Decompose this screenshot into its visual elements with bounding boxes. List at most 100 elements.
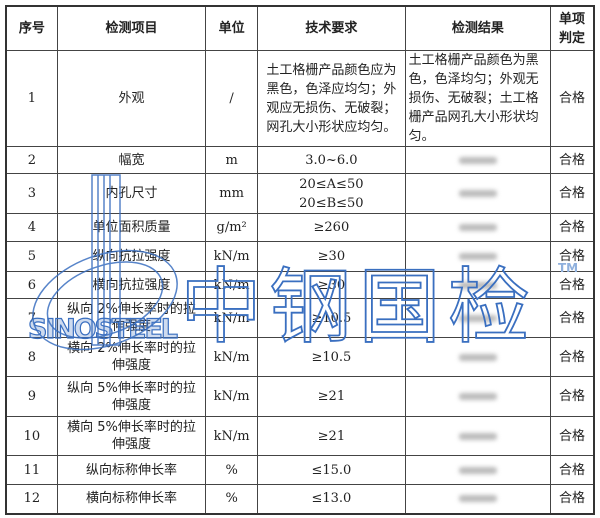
table-row: 5 纵向抗拉强度 kN/m ≥30 合格 <box>5 241 595 272</box>
header-no: 序号 <box>5 5 58 51</box>
verdict: 合格 <box>550 484 595 514</box>
table-row: 9 纵向 5%伸长率时的拉伸强度 kN/m ≥21 合格 <box>5 376 595 417</box>
requirement-line: 20≤A≤50 <box>299 176 364 192</box>
unit: % <box>205 484 259 514</box>
verdict: 合格 <box>550 376 595 417</box>
redacted-result <box>458 190 497 197</box>
row-number: 3 <box>5 173 58 214</box>
redacted-result <box>458 353 497 361</box>
row-number: 1 <box>5 50 58 147</box>
row-number: 12 <box>5 484 58 514</box>
redacted-result <box>458 224 497 231</box>
requirement: 土工格栅产品颜色应为黑色，色泽应均匀；外观应无损伤、无破裂；网孔大小形状应均匀。 <box>257 50 406 147</box>
verdict: 合格 <box>550 213 595 242</box>
table-row: 11 纵向标称伸长率% ≤15.0 合格 <box>5 455 595 485</box>
verdict: 合格 <box>550 50 595 147</box>
header-requirement: 技术要求 <box>257 5 406 51</box>
row-number: 11 <box>5 455 58 485</box>
test-item: 外观 <box>56 50 207 147</box>
header-item: 检测项目 <box>56 5 207 51</box>
redacted-result <box>458 432 497 440</box>
test-item: 横向 2%伸长率时的拉伸强度 <box>56 337 207 377</box>
row-number: 9 <box>5 376 58 417</box>
requirement: ≥10.5 <box>257 337 406 377</box>
verdict: 合格 <box>550 241 595 272</box>
header-unit: 单位 <box>205 5 259 51</box>
test-item: 纵向 2%伸长率时的拉伸强度 <box>56 298 207 338</box>
unit: mm <box>205 173 259 214</box>
result: 土工格栅产品颜色为黑色，色泽均匀；外观无损伤、无破裂；土工格栅产品网孔大小形状均… <box>404 50 552 147</box>
result <box>404 376 552 417</box>
header-row: 序号 检测项目 单位 技术要求 检测结果 单项判定 <box>5 5 595 51</box>
redacted-result <box>458 253 497 260</box>
verdict: 合格 <box>550 337 595 377</box>
requirement: 3.0~6.0 <box>257 146 406 174</box>
requirement: ≤15.0 <box>257 455 406 485</box>
redacted-result <box>458 393 497 400</box>
requirement: ≥10.5 <box>257 298 406 338</box>
table-row: 8 横向 2%伸长率时的拉伸强度 kN/m ≥10.5 合格 <box>5 337 595 377</box>
requirement: 20≤A≤50 20≤B≤50 <box>257 173 406 214</box>
result <box>404 271 552 299</box>
test-item: 单位面积质量 <box>56 213 207 242</box>
test-item: 幅宽 <box>56 146 207 174</box>
requirement: ≥30 <box>257 241 406 272</box>
result <box>404 173 552 214</box>
redacted-result <box>458 314 497 322</box>
test-item: 纵向抗拉强度 <box>56 241 207 272</box>
table-row: 2 幅宽 m 3.0~6.0 合格 <box>5 146 595 174</box>
test-item: 横向抗拉强度 <box>56 271 207 299</box>
verdict: 合格 <box>550 146 595 174</box>
requirement: ≥21 <box>257 376 406 417</box>
verdict: 合格 <box>550 298 595 338</box>
unit: kN/m <box>205 337 259 377</box>
unit: kN/m <box>205 298 259 338</box>
table-row: 1 外观 / 土工格栅产品颜色应为黑色，色泽应均匀；外观应无损伤、无破裂；网孔大小形状… <box>5 50 595 147</box>
table-row: 3 内孔尺寸 mm 20≤A≤50 20≤B≤50 合格 <box>5 173 595 214</box>
header-result: 检测结果 <box>404 5 552 51</box>
redacted-result <box>458 281 497 289</box>
unit: kN/m <box>205 241 259 272</box>
test-item: 横向标称伸长率 <box>56 484 207 514</box>
verdict: 合格 <box>550 455 595 485</box>
redacted-result <box>458 495 497 503</box>
unit: / <box>205 50 259 147</box>
requirement-line: 20≤B≤50 <box>299 195 364 211</box>
row-number: 4 <box>5 213 58 242</box>
row-number: 10 <box>5 416 58 456</box>
result <box>404 337 552 377</box>
unit: kN/m <box>205 271 259 299</box>
table-row: 7 纵向 2%伸长率时的拉伸强度 kN/m ≥10.5 合格 <box>5 298 595 338</box>
row-number: 7 <box>5 298 58 338</box>
table-row: 4 单位面积质量 g/m² ≥260 合格 <box>5 213 595 242</box>
verdict: 合格 <box>550 416 595 456</box>
test-item: 内孔尺寸 <box>56 173 207 214</box>
result <box>404 484 552 514</box>
requirement: ≤13.0 <box>257 484 406 514</box>
result <box>404 146 552 174</box>
result <box>404 298 552 338</box>
row-number: 2 <box>5 146 58 174</box>
verdict: 合格 <box>550 271 595 299</box>
unit: % <box>205 455 259 485</box>
row-number: 6 <box>5 271 58 299</box>
table-row: 12 横向标称伸长率% ≤13.0 合格 <box>5 484 595 514</box>
verdict: 合格 <box>550 173 595 214</box>
table-row: 10 横向 5%伸长率时的拉伸强度 kN/m ≥21 合格 <box>5 416 595 456</box>
unit: g/m² <box>205 213 259 242</box>
unit: m <box>205 146 259 174</box>
test-item: 横向 5%伸长率时的拉伸强度 <box>56 416 207 456</box>
requirement: ≥260 <box>257 213 406 242</box>
test-item: 纵向标称伸长率 <box>56 455 207 485</box>
test-item: 纵向 5%伸长率时的拉伸强度 <box>56 376 207 417</box>
unit: kN/m <box>205 416 259 456</box>
table-row: 6 横向抗拉强度 kN/m ≥30 合格 <box>5 271 595 299</box>
result <box>404 213 552 242</box>
result <box>404 416 552 456</box>
header-verdict: 单项判定 <box>550 5 595 51</box>
row-number: 5 <box>5 241 58 272</box>
requirement: ≥21 <box>257 416 406 456</box>
redacted-result <box>458 466 497 474</box>
result <box>404 241 552 272</box>
row-number: 8 <box>5 337 58 377</box>
